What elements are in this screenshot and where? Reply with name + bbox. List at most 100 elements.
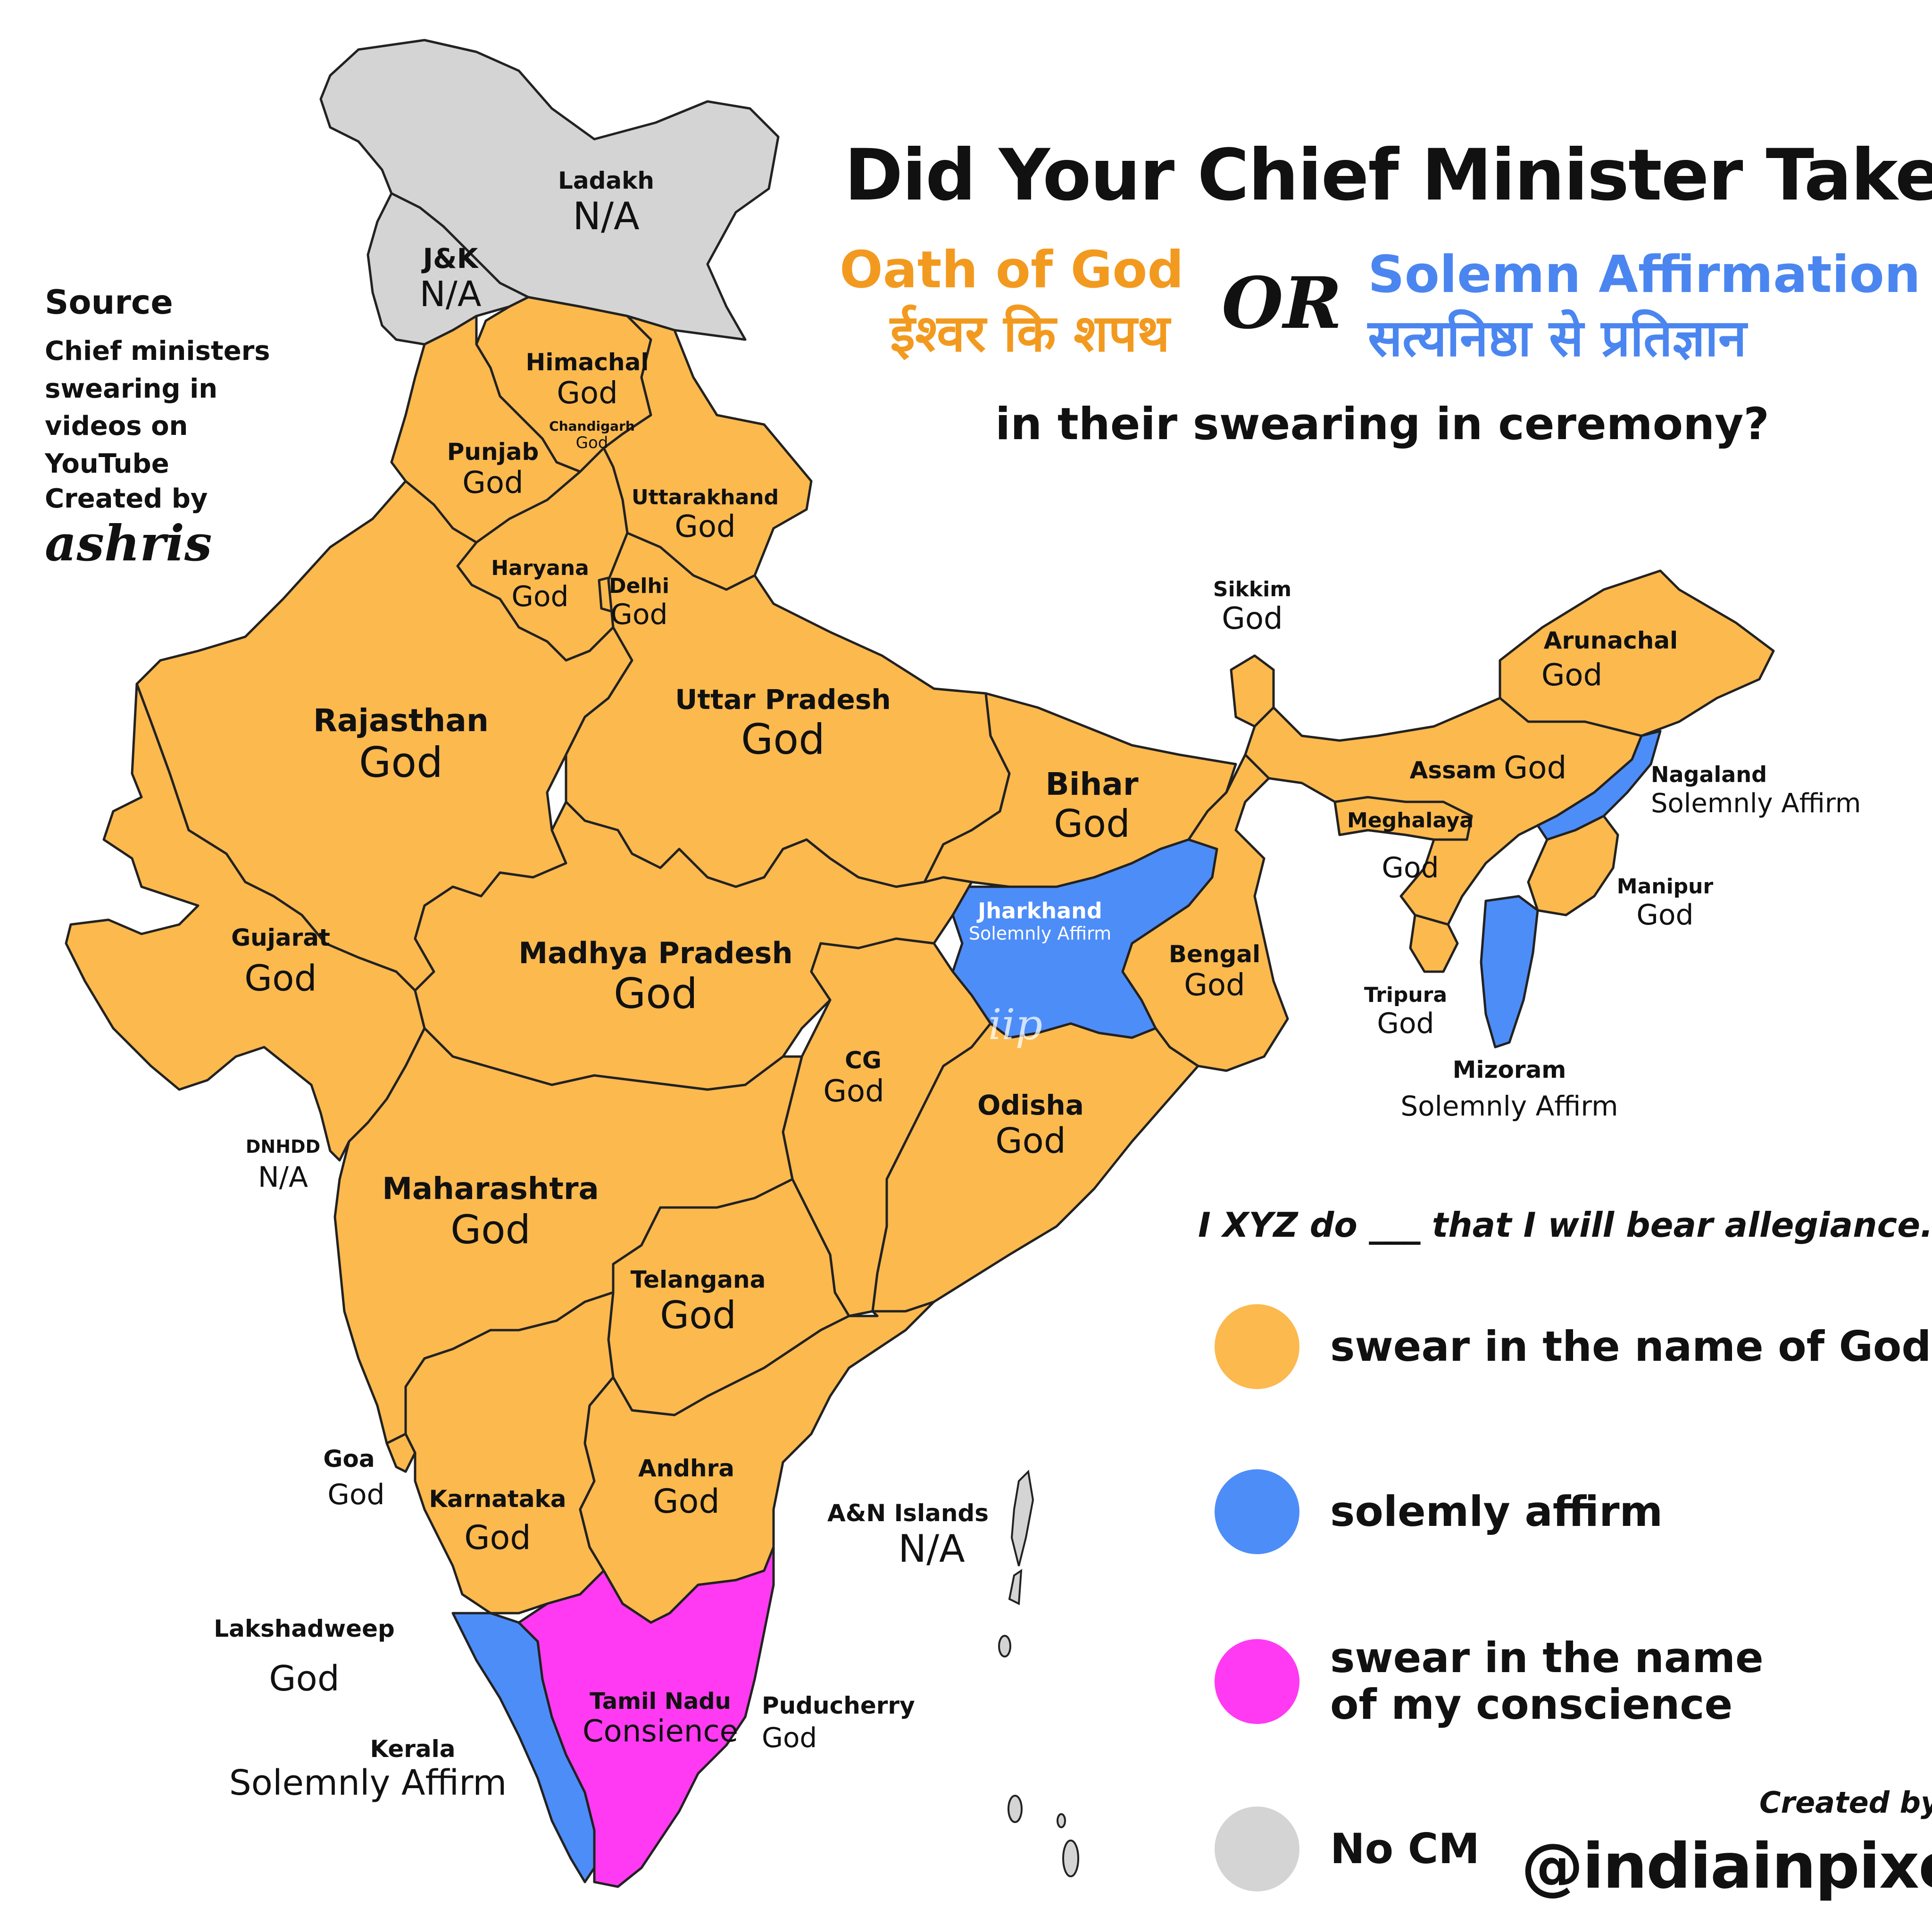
label-bengal: Bengal God <box>1169 941 1260 1003</box>
label-name: Sikkim <box>1213 577 1292 601</box>
label-manipur: Manipur God <box>1617 874 1713 932</box>
label-name: Gujarat <box>231 924 330 951</box>
label-tripura: Tripura God <box>1364 983 1447 1040</box>
label-uttar-pradesh: Uttar Pradesh God <box>675 684 891 763</box>
option-solemn-affirmation: Solemn Affirmation सत्यनिष्ठा से प्रतिज्… <box>1368 243 1921 370</box>
label-lakshadweep: Lakshadweep God <box>214 1615 395 1699</box>
label-value: God <box>557 375 618 411</box>
region-an-islands[interactable] <box>998 1469 1079 1877</box>
page-title: Did Your Chief Minister Take <box>844 134 1932 217</box>
label-name: Kerala <box>370 1735 456 1763</box>
label-value: God <box>741 715 825 764</box>
region-odisha[interactable] <box>871 1022 1199 1317</box>
legend-label-nocm: No CM <box>1330 1824 1480 1873</box>
label-name: CG <box>845 1047 882 1074</box>
label-telangana: Telangana God <box>631 1266 766 1337</box>
label-value: Consience <box>582 1714 739 1749</box>
label-value: God <box>660 1293 736 1337</box>
label-himachal: Himachal God <box>526 349 649 411</box>
label-name: Meghalaya <box>1347 808 1474 833</box>
label-value: God <box>450 1206 531 1253</box>
label-name: Telangana <box>630 1266 766 1293</box>
label-punjab: Punjab God <box>447 438 539 500</box>
label-name: Delhi <box>609 574 669 598</box>
label-odisha: Odisha God <box>977 1090 1084 1161</box>
label-name: Haryana <box>491 556 589 580</box>
label-puducherry: Puducherry God <box>762 1691 915 1755</box>
label-name: Arunachal <box>1543 627 1678 654</box>
label-value: N/A <box>898 1526 965 1571</box>
region-tripura[interactable] <box>1409 914 1459 973</box>
region-nagaland[interactable] <box>1536 730 1662 841</box>
label-value: God <box>464 1518 531 1557</box>
label-value: Solemnly Affirm <box>968 923 1112 944</box>
label-value: God <box>653 1482 720 1521</box>
label-an-islands: A&N Islands N/A <box>827 1499 989 1571</box>
label-value: God <box>675 509 736 544</box>
label-value: N/A <box>573 194 640 238</box>
region-meghalaya[interactable] <box>1333 796 1473 841</box>
label-name: Odisha <box>977 1089 1084 1121</box>
region-bengal[interactable] <box>1121 753 1289 1072</box>
label-bihar: Bihar God <box>1045 766 1138 846</box>
label-value: N/A <box>419 274 482 315</box>
label-goa: Goa God <box>313 1445 385 1511</box>
label-value: N/A <box>258 1160 308 1194</box>
label-value: God <box>1503 749 1567 786</box>
author-created-label: Created by <box>45 483 208 514</box>
label-name: Bihar <box>1045 766 1139 802</box>
source-text: Chief ministers swearing in videos on Yo… <box>45 336 270 479</box>
label-name: Karnataka <box>429 1485 566 1513</box>
label-name: Tripura <box>1364 983 1448 1007</box>
label-value: Solemnly Affirm <box>229 1762 507 1803</box>
label-jharkhand: Jharkhand Solemnly Affirm <box>969 899 1111 944</box>
label-sikkim: Sikkim God <box>1213 577 1292 636</box>
label-uttarakhand: Uttarakhand God <box>632 485 779 544</box>
legend-swatch-god <box>1215 1304 1299 1389</box>
label-name: Tamil Nadu <box>590 1688 731 1715</box>
label-name: Maharashtra <box>382 1172 599 1207</box>
label-meghalaya: Meghalaya God <box>1347 808 1474 884</box>
subtitle: in their swearing in ceremony? <box>995 399 1769 450</box>
label-name: Goa <box>323 1445 375 1473</box>
label-value: Solemnly Affirm <box>1651 788 1861 819</box>
label-name: Lakshadweep <box>214 1615 395 1642</box>
label-value: God <box>1054 801 1130 846</box>
label-name: Uttar Pradesh <box>675 683 891 716</box>
label-value: God <box>995 1120 1066 1161</box>
label-haryana: Haryana God <box>491 556 589 613</box>
label-name: J&K <box>423 242 478 275</box>
label-value: God <box>614 969 698 1018</box>
region-manipur[interactable] <box>1527 815 1619 916</box>
region-gujarat[interactable] <box>65 683 426 1162</box>
label-assam: Assam God <box>1410 750 1567 786</box>
author-signature: ashris <box>45 514 212 572</box>
region-tamil-nadu[interactable] <box>517 1546 775 1888</box>
label-dnhdd: DNHDD N/A <box>246 1136 320 1194</box>
legend-swatch-conscience <box>1215 1639 1299 1724</box>
label-name: Chandigarh <box>549 418 635 434</box>
label-chandigarh: Chandigarh God <box>549 418 635 453</box>
region-ladakh[interactable] <box>319 39 780 341</box>
label-value: God <box>762 1721 817 1754</box>
label-name: Rajasthan <box>313 702 489 739</box>
legend-swatch-nocm <box>1215 1807 1299 1891</box>
label-kerala: Kerala Solemnly Affirm <box>229 1735 507 1803</box>
label-andhra: Andhra God <box>638 1455 734 1520</box>
label-name: Puducherry <box>762 1692 915 1719</box>
option-affirm-english: Solemn Affirmation <box>1368 245 1921 304</box>
label-value: God <box>511 580 569 613</box>
label-value: God <box>327 1478 385 1511</box>
region-mizoram[interactable] <box>1480 895 1539 1049</box>
label-tamil-nadu: Tamil Nadu Consience <box>582 1688 739 1749</box>
option-god-hindi: ईश्वर कि शपथ <box>890 304 1170 363</box>
label-nagaland: Nagaland Solemnly Affirm <box>1651 762 1861 819</box>
label-name: A&N Islands <box>827 1499 989 1527</box>
label-value: God <box>359 738 443 787</box>
label-name: Himachal <box>525 349 649 376</box>
label-value: God <box>575 433 608 453</box>
label-value: God <box>1377 1007 1434 1040</box>
region-goa[interactable] <box>385 1432 416 1473</box>
label-delhi: Delhi God <box>609 574 669 631</box>
